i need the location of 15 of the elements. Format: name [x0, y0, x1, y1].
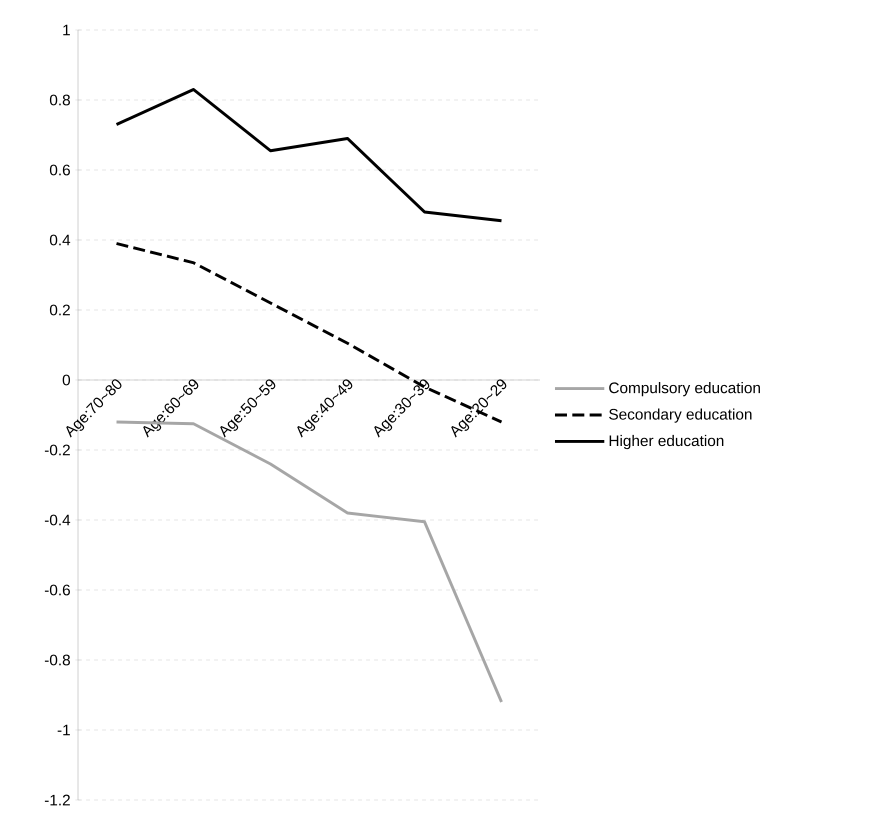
y-tick-label: 0.6	[50, 164, 70, 176]
y-tick-label: -0.8	[44, 654, 70, 666]
y-tick-label: -0.2	[44, 444, 70, 456]
y-tick-label: -1	[58, 724, 70, 736]
y-tick-label: -0.4	[44, 514, 70, 526]
y-tick-label: -0.6	[44, 584, 70, 596]
y-tick-label: -1.2	[44, 794, 70, 806]
legend-label: Secondary education	[609, 408, 752, 423]
line-series	[115, 88, 503, 222]
legend-label: Compulsory education	[609, 382, 760, 396]
legend-label: Higher education	[610, 434, 724, 450]
y-tick-label: 0.2	[50, 304, 70, 316]
y-tick-label: 0.8	[50, 94, 70, 106]
y-tick-label: 1	[63, 24, 70, 36]
y-tick-label: 0.4	[50, 234, 70, 246]
